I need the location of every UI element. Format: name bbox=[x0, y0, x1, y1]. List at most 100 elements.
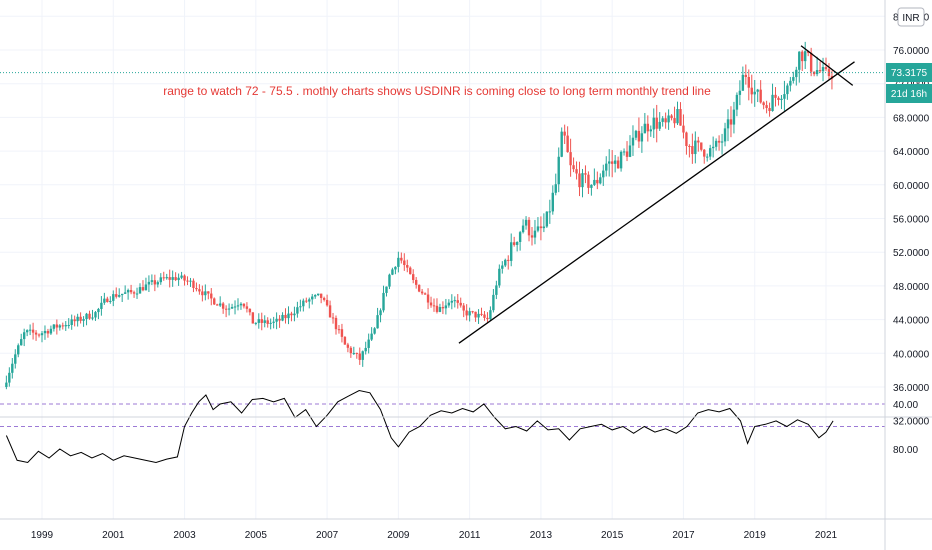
candle-body bbox=[162, 277, 165, 279]
price-tick-label: 60.0000 bbox=[893, 181, 930, 192]
candle-body bbox=[334, 317, 338, 330]
candle-body bbox=[581, 173, 584, 188]
candle-body bbox=[575, 169, 578, 174]
time-axis[interactable]: 1999 2001 2003 2005 2007 2009 2011 2013 2015 2017… bbox=[31, 530, 838, 541]
candle-body bbox=[703, 149, 706, 157]
price-tick-label: 44.0000 bbox=[893, 316, 930, 327]
candle-body bbox=[409, 267, 412, 275]
candle-body bbox=[780, 98, 783, 100]
candle-body bbox=[688, 145, 691, 147]
chart-annotation[interactable]: range to watch 72 - 75.5 . mothly charts… bbox=[163, 84, 711, 98]
candle-body bbox=[637, 130, 641, 142]
candle-body bbox=[40, 333, 44, 336]
candle-body bbox=[269, 322, 272, 324]
candle-body bbox=[195, 287, 198, 290]
candle-body bbox=[726, 119, 730, 129]
candle-body bbox=[174, 277, 177, 281]
currency-label: INR bbox=[902, 13, 919, 24]
candle-body bbox=[11, 363, 14, 373]
candle-body bbox=[789, 80, 792, 86]
candle-body bbox=[14, 354, 17, 364]
candle-body bbox=[578, 173, 581, 188]
candle-body bbox=[192, 280, 195, 288]
candle-body bbox=[236, 305, 240, 307]
candle-body bbox=[524, 219, 528, 226]
rsi-axis[interactable]: 80.00 40.00 bbox=[893, 400, 918, 456]
candle-body bbox=[587, 174, 590, 188]
candle-body bbox=[299, 306, 302, 308]
candle-body bbox=[112, 294, 115, 301]
candle-body bbox=[706, 156, 709, 158]
candle-body bbox=[403, 260, 406, 266]
candle-body bbox=[423, 293, 427, 295]
rsi-tick-label: 80.00 bbox=[893, 445, 918, 456]
candle-body bbox=[661, 118, 664, 122]
candle-body bbox=[138, 287, 142, 294]
candle-body bbox=[486, 317, 489, 320]
candle-body bbox=[738, 90, 742, 95]
candle-body bbox=[765, 105, 768, 109]
candle-body bbox=[646, 123, 650, 132]
last-price-label: 73.3175 bbox=[891, 68, 928, 79]
candle-body bbox=[714, 140, 718, 147]
candle-body bbox=[153, 280, 157, 285]
candle-body bbox=[61, 325, 64, 327]
candle-body bbox=[652, 117, 655, 130]
candle-body bbox=[774, 94, 777, 98]
price-tick-label: 36.0000 bbox=[893, 383, 930, 394]
candle-body bbox=[599, 177, 602, 184]
candle-body bbox=[278, 318, 281, 321]
candle-body bbox=[328, 305, 332, 318]
candle-body bbox=[394, 266, 397, 270]
trendline[interactable] bbox=[458, 61, 855, 344]
candle-body bbox=[177, 277, 180, 281]
candle-body bbox=[435, 305, 439, 312]
price-tick-label: 52.0000 bbox=[893, 248, 930, 259]
candle-body bbox=[67, 324, 70, 326]
candle-body bbox=[216, 304, 219, 306]
candle-body bbox=[355, 352, 358, 354]
candle-body bbox=[545, 211, 549, 227]
candle-body bbox=[536, 226, 540, 231]
candle-body bbox=[64, 325, 67, 327]
candle-body bbox=[625, 151, 629, 157]
price-tick-label: 40.0000 bbox=[893, 349, 930, 360]
candle-body bbox=[88, 313, 91, 319]
candle-body bbox=[391, 269, 394, 275]
candle-body bbox=[477, 313, 480, 318]
time-tick-label: 2021 bbox=[815, 530, 838, 541]
candle-body bbox=[616, 160, 620, 169]
candle-body bbox=[492, 294, 495, 311]
candle-body bbox=[542, 226, 546, 229]
candle-body bbox=[453, 300, 456, 302]
candle-body bbox=[183, 275, 186, 281]
candle-body bbox=[340, 329, 344, 337]
candle-body bbox=[414, 279, 418, 285]
currency-badge[interactable] bbox=[897, 7, 925, 27]
candle-body bbox=[22, 332, 26, 340]
price-tick-label: 56.0000 bbox=[893, 215, 930, 226]
candle-body bbox=[109, 300, 112, 303]
candle-body bbox=[572, 165, 575, 170]
candle-body bbox=[649, 129, 652, 132]
candle-body bbox=[31, 329, 35, 333]
candle-body bbox=[655, 117, 658, 129]
candle-body bbox=[46, 330, 50, 334]
candle-body bbox=[759, 89, 762, 103]
candle-body bbox=[441, 307, 445, 309]
candle-body bbox=[530, 235, 534, 238]
candle-body bbox=[783, 94, 786, 99]
candle-body bbox=[444, 305, 448, 309]
candle-body bbox=[331, 317, 335, 319]
candle-body bbox=[608, 161, 611, 164]
candle-body bbox=[795, 69, 798, 78]
candle-body bbox=[135, 293, 139, 295]
trendline[interactable] bbox=[800, 45, 854, 86]
candle-body bbox=[670, 115, 673, 119]
candle-body bbox=[563, 131, 566, 136]
candle-body bbox=[221, 303, 225, 309]
candle-body bbox=[76, 316, 79, 322]
candle-body bbox=[697, 140, 700, 143]
time-tick-label: 2005 bbox=[245, 530, 268, 541]
